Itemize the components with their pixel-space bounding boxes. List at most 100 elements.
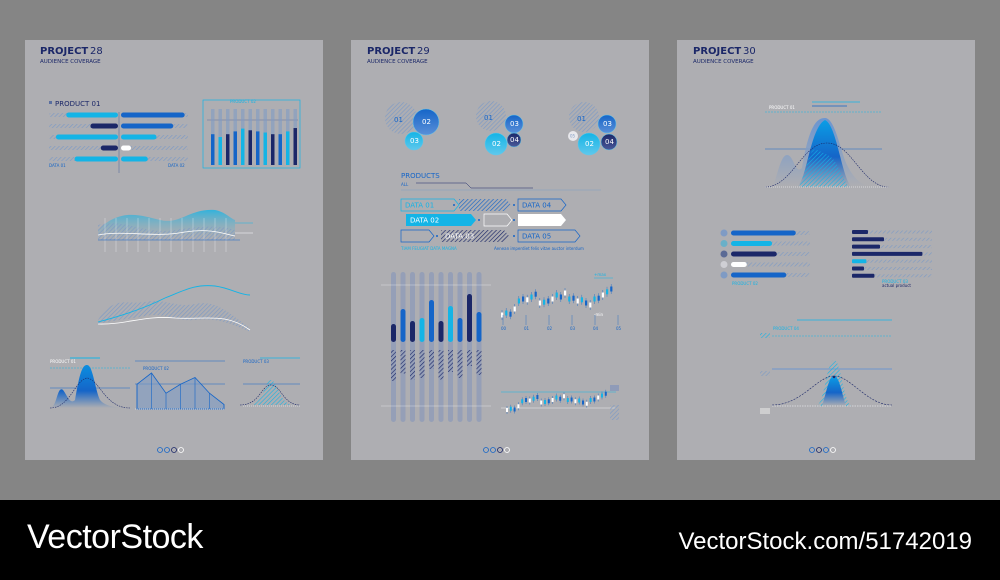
data-circle bbox=[569, 102, 599, 132]
progress-list-left bbox=[720, 229, 810, 279]
tag-data-05[interactable]: DATA 05 bbox=[517, 229, 581, 243]
page-dot[interactable] bbox=[171, 447, 177, 453]
bar-fill bbox=[852, 230, 868, 234]
title-bold: PROJECT bbox=[693, 46, 741, 57]
column-bar bbox=[457, 318, 463, 342]
wave-line bbox=[97, 230, 236, 237]
list-dot bbox=[720, 229, 728, 237]
data-02-label: DATA 02 bbox=[168, 163, 185, 168]
bar bbox=[263, 132, 267, 165]
project-28-graphics: PROJECT 28 AUDIENCE COVERAGE PRODUCT 01 … bbox=[40, 46, 301, 453]
axis-tick-label: 03 bbox=[570, 326, 576, 331]
ribbon-line-white bbox=[97, 317, 251, 331]
circle-label: 04 bbox=[510, 136, 519, 144]
page-dot[interactable] bbox=[483, 447, 489, 453]
page-dot[interactable] bbox=[823, 447, 829, 453]
bar-fill-right bbox=[121, 145, 132, 151]
bell-curve bbox=[764, 142, 890, 188]
connector-dot bbox=[513, 235, 515, 237]
column-bar bbox=[391, 324, 396, 342]
wave-area-2 bbox=[98, 223, 235, 240]
pagination[interactable] bbox=[483, 447, 510, 453]
tag-data-04[interactable]: DATA 04 bbox=[517, 198, 567, 212]
bar bbox=[211, 134, 215, 165]
bell-chart-2: PRODUCT 04 bbox=[760, 319, 893, 414]
tag-data-02[interactable]: DATA 02 bbox=[406, 214, 476, 226]
column-bar bbox=[438, 321, 444, 342]
column-hatch bbox=[457, 350, 463, 378]
subtitle: AUDIENCE COVERAGE bbox=[693, 59, 754, 65]
bar bbox=[278, 134, 282, 165]
page-dot[interactable] bbox=[816, 447, 822, 453]
bar-fill bbox=[731, 251, 777, 257]
page-dot[interactable] bbox=[504, 447, 510, 453]
candle-body bbox=[547, 298, 550, 304]
bell-area bbox=[822, 376, 846, 406]
legend-swatch bbox=[610, 405, 619, 420]
axis-tick-label: 01 bbox=[524, 326, 530, 331]
tag-shape bbox=[400, 229, 435, 243]
candle-min-label: -min bbox=[594, 312, 603, 317]
connector-dot bbox=[513, 204, 515, 206]
tag-data-03[interactable]: DATA 03 bbox=[441, 230, 509, 242]
circle-group: 01 03 02 04 bbox=[476, 101, 524, 156]
tag-outline[interactable] bbox=[400, 229, 435, 243]
candle-body bbox=[513, 407, 516, 412]
column-hatch bbox=[410, 350, 415, 380]
candle-body bbox=[551, 398, 554, 402]
page-dot[interactable] bbox=[497, 447, 503, 453]
caption-right: Aenean imperdiet felis vitae auctor inte… bbox=[494, 246, 584, 251]
candle-body bbox=[525, 398, 527, 402]
tag-data-01[interactable]: DATA 01 bbox=[400, 198, 460, 212]
bar-fill-right bbox=[121, 156, 148, 162]
column-track bbox=[419, 272, 425, 422]
bar-fill-left bbox=[90, 123, 118, 129]
candle-body bbox=[559, 396, 562, 401]
poster-project-28: PROJECT 28 AUDIENCE COVERAGE PRODUCT 01 … bbox=[25, 40, 323, 460]
connector-dot bbox=[453, 204, 455, 206]
page-dot[interactable] bbox=[164, 447, 170, 453]
candle-body bbox=[522, 296, 525, 302]
candle-body bbox=[543, 299, 546, 305]
candle-body bbox=[580, 297, 583, 303]
bar-fill-right bbox=[121, 112, 185, 118]
column-track bbox=[410, 272, 415, 422]
bar bbox=[218, 137, 222, 165]
small-chart-2-label: PRODUCT 02 bbox=[143, 366, 169, 371]
tag-outline[interactable] bbox=[483, 213, 513, 227]
ribbon-area bbox=[98, 301, 250, 332]
column-bar bbox=[419, 318, 425, 342]
data-circle bbox=[404, 131, 424, 151]
candle-body bbox=[566, 398, 569, 402]
tag-hatched[interactable] bbox=[459, 199, 511, 211]
axis-tick-label: 02 bbox=[547, 326, 553, 331]
bar-fill bbox=[731, 262, 747, 267]
small-bell-chart-2: PRODUCT 03 bbox=[239, 357, 301, 407]
tag-white[interactable] bbox=[518, 214, 566, 226]
page-dot[interactable] bbox=[178, 447, 184, 453]
page-dot[interactable] bbox=[830, 447, 836, 453]
page-dot[interactable] bbox=[490, 447, 496, 453]
bar-chart-frame bbox=[202, 99, 301, 169]
pagination[interactable] bbox=[157, 447, 184, 453]
bell-chart: PRODUCT 01 bbox=[764, 101, 890, 188]
candle-body bbox=[610, 286, 613, 292]
pagination[interactable] bbox=[809, 447, 836, 453]
bar-track bbox=[852, 245, 932, 249]
column-bar bbox=[476, 312, 482, 342]
candle-max-label: +max bbox=[594, 272, 607, 277]
candle-body bbox=[574, 399, 577, 404]
candle-body bbox=[578, 398, 581, 403]
page-dot[interactable] bbox=[157, 447, 163, 453]
bar bbox=[233, 131, 237, 165]
tag-shape bbox=[518, 214, 566, 226]
legend-swatch bbox=[760, 333, 770, 338]
product-01-label: PRODUCT 01 bbox=[55, 100, 100, 108]
circle-label: 03 bbox=[603, 120, 612, 128]
column-bar bbox=[400, 309, 406, 342]
page-dot[interactable] bbox=[809, 447, 815, 453]
candle-body bbox=[604, 391, 607, 396]
candle-body bbox=[551, 296, 554, 302]
candle-body bbox=[585, 401, 588, 406]
bar-track bbox=[49, 146, 118, 150]
